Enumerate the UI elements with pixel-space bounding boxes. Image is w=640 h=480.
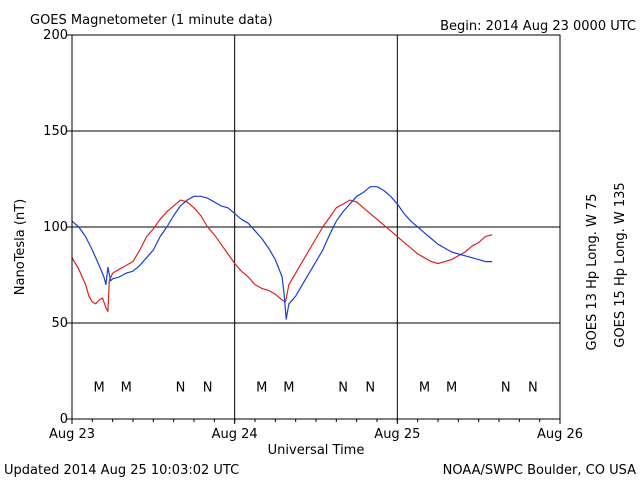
midnight-marker: M xyxy=(94,380,105,395)
chart-title: GOES Magnetometer (1 minute data) xyxy=(30,13,273,28)
y-tick-label: 100 xyxy=(43,220,68,235)
midnight-marker: M xyxy=(446,380,457,395)
noon-marker: N xyxy=(501,380,511,395)
plot-frame xyxy=(71,34,561,420)
x-tick-label: Aug 25 xyxy=(374,427,420,442)
midnight-marker: M xyxy=(121,380,132,395)
noon-marker: N xyxy=(365,380,375,395)
y-tick-labels: 0 50 100 150 200 xyxy=(43,28,68,427)
series-goes13-line xyxy=(71,199,493,313)
noon-marker: N xyxy=(203,380,213,395)
noon-marker: N xyxy=(528,380,538,395)
x-tick-labels: Aug 23 Aug 24 Aug 25 Aug 26 xyxy=(49,427,583,442)
x-tick-label: Aug 23 xyxy=(49,427,95,442)
series-lines xyxy=(71,186,493,320)
grid xyxy=(67,34,561,424)
x-tick-label: Aug 24 xyxy=(212,427,258,442)
noon-marker: N xyxy=(176,380,186,395)
y-tick-label: 0 xyxy=(60,412,68,427)
series-goes15-line xyxy=(71,186,493,320)
midnight-marker: M xyxy=(283,380,294,395)
legend-goes15: GOES 15 Hp Long. W 135 xyxy=(613,182,628,347)
begin-time: Begin: 2014 Aug 23 0000 UTC xyxy=(440,19,636,34)
y-tick-label: 150 xyxy=(43,124,68,139)
legend-goes13: GOES 13 Hp Long. W 75 xyxy=(585,194,600,351)
updated-timestamp: Updated 2014 Aug 25 10:03:02 UTC xyxy=(4,463,239,478)
y-tick-label: 200 xyxy=(43,28,68,43)
noon-marker: N xyxy=(338,380,348,395)
data-source: NOAA/SWPC Boulder, CO USA xyxy=(443,463,636,478)
x-axis-label: Universal Time xyxy=(268,443,365,458)
x-tick-label: Aug 26 xyxy=(537,427,583,442)
midnight-marker: M xyxy=(256,380,267,395)
y-axis-label: NanoTesla (nT) xyxy=(13,199,28,295)
y-tick-label: 50 xyxy=(51,316,68,331)
midnight-marker: M xyxy=(419,380,430,395)
